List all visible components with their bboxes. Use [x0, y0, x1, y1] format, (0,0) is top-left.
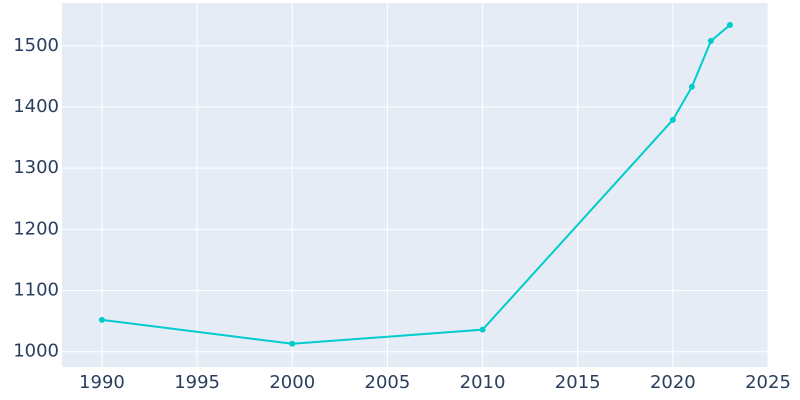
- marker: [98, 316, 105, 323]
- y-tick-label: 1100: [13, 280, 59, 301]
- y-tick-label: 1000: [13, 341, 59, 362]
- plot-area: [62, 3, 768, 367]
- x-tick-label: 2000: [269, 372, 315, 393]
- marker: [669, 116, 676, 123]
- y-tick-label: 1400: [13, 96, 59, 117]
- x-tick-label: 2015: [555, 372, 601, 393]
- y-tick-label: 1200: [13, 218, 59, 239]
- y-tick-label: 1500: [13, 35, 59, 56]
- x-tick-label: 2010: [460, 372, 506, 393]
- y-tick-label: 1300: [13, 157, 59, 178]
- marker: [726, 22, 733, 29]
- x-tick-label: 1990: [79, 372, 125, 393]
- x-tick-label: 2005: [365, 372, 411, 393]
- marker: [688, 83, 695, 90]
- marker: [479, 326, 486, 333]
- x-tick-label: 1995: [174, 372, 220, 393]
- marker: [289, 340, 296, 347]
- marker: [707, 37, 714, 44]
- x-tick-label: 2020: [650, 372, 696, 393]
- x-tick-label: 2025: [745, 372, 791, 393]
